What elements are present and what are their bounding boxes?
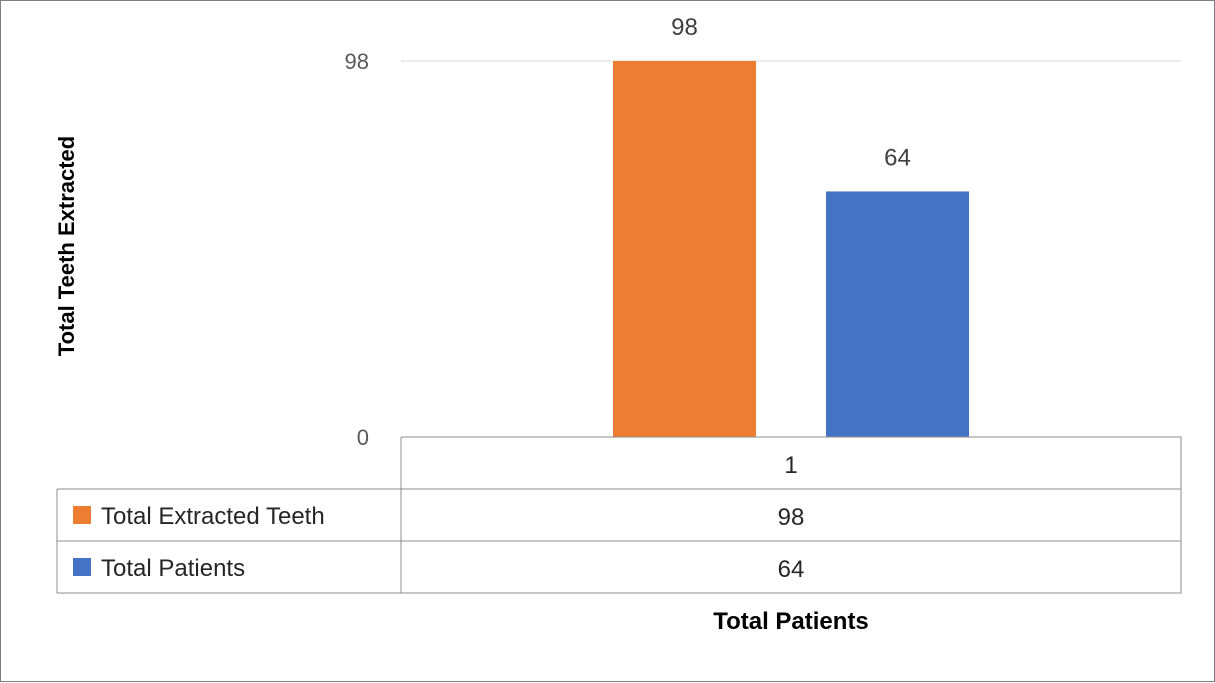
table-category-cell: 1 bbox=[784, 452, 797, 479]
y-tick-label: 0 bbox=[357, 425, 369, 450]
legend-series-name: Total Patients bbox=[101, 555, 245, 582]
table-value-cell: 98 bbox=[778, 504, 805, 531]
data-label: 98 bbox=[671, 14, 698, 41]
y-tick-label: 98 bbox=[345, 49, 369, 74]
legend-swatch bbox=[73, 558, 91, 576]
y-tick-labels: 98 0 bbox=[345, 49, 369, 450]
legend-swatch bbox=[73, 506, 91, 524]
y-axis-title: Total Teeth Extracted bbox=[54, 136, 79, 356]
bars bbox=[613, 61, 969, 437]
x-axis-title: Total Patients bbox=[713, 608, 869, 635]
table-value-cell: 64 bbox=[778, 556, 805, 583]
bar bbox=[613, 61, 756, 437]
data-table: 1 Total Extracted Teeth 98 Total Patients 64 bbox=[56, 436, 1182, 594]
bar bbox=[826, 191, 969, 437]
legend-series-name: Total Extracted Teeth bbox=[101, 503, 325, 530]
data-labels: 98 64 bbox=[671, 14, 911, 171]
data-label: 64 bbox=[884, 144, 911, 171]
